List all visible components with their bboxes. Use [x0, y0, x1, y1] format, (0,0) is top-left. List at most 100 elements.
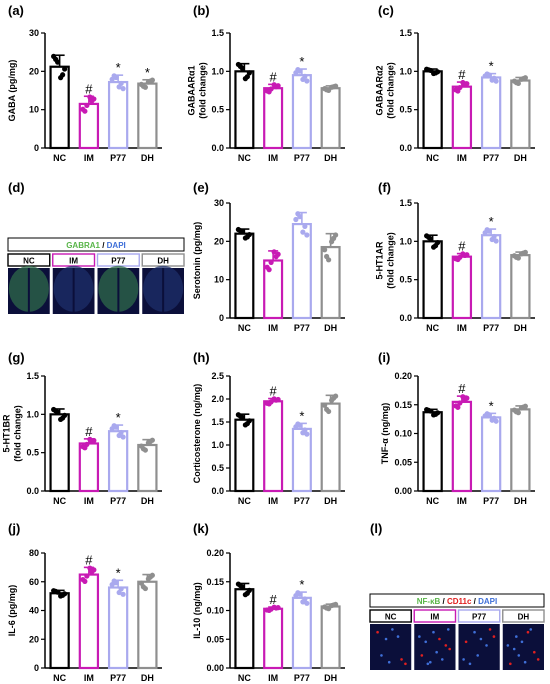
y-tick-label: 0.5 [399, 275, 412, 285]
data-point [91, 437, 97, 444]
data-point [58, 416, 64, 423]
x-tick-label: P77 [294, 496, 310, 506]
y-tick-label: 1.0 [26, 409, 39, 419]
x-tick-label: DH [324, 496, 337, 506]
micrograph-cell [391, 628, 394, 631]
bar-DH [320, 605, 341, 670]
y-tick-label: 0.20 [206, 548, 224, 558]
data-point [82, 578, 88, 584]
bar-NC [234, 232, 255, 320]
stain-legend-item: / [100, 241, 107, 250]
group-label: DH [157, 257, 169, 266]
data-point [140, 83, 146, 89]
data-point [111, 578, 117, 584]
chart-b: (b) 0.0 0.5 1.0 1.5 GABAARα1 (fold change) NC # I… [187, 3, 345, 163]
data-point [489, 417, 495, 423]
y-tick-label: 0.0 [26, 486, 39, 496]
micrograph-cell [468, 662, 472, 666]
data-point [237, 63, 243, 69]
group-label: P77 [472, 613, 487, 622]
bar-IM [451, 400, 473, 493]
micrograph-cell [400, 658, 403, 661]
y-axis-label: TNF-α (ng/mg) [380, 403, 390, 465]
data-point [145, 440, 151, 446]
data-point [493, 418, 499, 424]
micrograph-cell [387, 660, 391, 664]
significance-marker: * [145, 65, 150, 80]
data-point [271, 604, 277, 610]
data-point [266, 267, 272, 273]
group-label-box [457, 609, 501, 623]
group-label-box [369, 609, 412, 623]
data-point [62, 412, 68, 419]
chart-k: (k) 0.00 0.05 0.10 0.15 0.20 IL-10 (ng/mg) NC # I… [192, 521, 345, 683]
chart-f: (f) 0.0 0.5 1.0 1.5 5-HT1AR (fold change) NC # IM… [375, 180, 535, 333]
data-point [120, 86, 126, 92]
micrograph-cell [492, 635, 496, 638]
x-tick-label: NC [53, 496, 66, 506]
panel-label-f: (f) [378, 180, 391, 195]
significance-marker: * [116, 410, 121, 425]
y-tick-label: 80 [29, 548, 39, 558]
micrograph-cell [376, 630, 379, 634]
micrograph-cell [420, 654, 424, 657]
y-axis-label: Corticosterone (ng/mg) [192, 384, 202, 484]
stain-legend-item: GABRA1 [66, 241, 100, 250]
x-tick-label: IM [268, 323, 278, 333]
chart-i: (i) 0.00 0.05 0.10 0.15 0.20 TNF-α (ng/mg) NC # I… [378, 350, 535, 506]
stain-legend-item: DAPI [478, 597, 497, 606]
stain-legend-box [7, 237, 185, 252]
data-point [522, 75, 528, 81]
panel-label-g: (g) [8, 350, 25, 365]
significance-marker: # [270, 69, 278, 84]
stain-legend-item: CD11c [447, 597, 472, 606]
data-point [460, 394, 466, 400]
micrograph-cell [462, 658, 465, 661]
data-point [149, 77, 155, 83]
y-tick-label: 0.0 [211, 143, 224, 153]
y-tick-label: 0.5 [211, 463, 224, 473]
data-point [53, 588, 59, 594]
stain-legend-item: / [471, 597, 478, 606]
bar-P77 [291, 222, 312, 320]
data-point [333, 393, 339, 399]
bar-NC [234, 588, 255, 670]
micrograph-cell [473, 630, 476, 634]
x-tick-label: IM [84, 496, 94, 506]
data-point [87, 94, 93, 100]
y-tick-label: 0 [34, 143, 39, 153]
data-point [455, 256, 461, 263]
y-axis-label: IL-10 (ng/mg) [192, 582, 202, 639]
data-point [237, 582, 243, 589]
image-panel-l: (l) NF-κB / CD11c / DAPI NC IM P77 DH [369, 521, 545, 670]
x-tick-label: NC [426, 323, 439, 333]
data-point [457, 400, 463, 406]
x-tick-label: IM [457, 496, 467, 506]
significance-marker: * [489, 59, 494, 74]
y-axis-label: GABAARα2 [375, 65, 385, 115]
micrograph-cell [476, 654, 480, 657]
significance-marker: # [85, 81, 93, 96]
significance-marker: * [299, 408, 304, 423]
data-point [58, 593, 64, 599]
data-point [464, 81, 470, 87]
x-tick-label: P77 [483, 153, 499, 163]
data-point [324, 406, 330, 412]
group-label: DH [518, 613, 530, 622]
data-point [91, 567, 97, 573]
data-point [246, 70, 252, 76]
data-point [522, 249, 528, 255]
data-point [513, 254, 519, 260]
panel-label-b: (b) [193, 3, 210, 18]
data-point [82, 445, 88, 451]
micrograph-cell [384, 637, 388, 641]
stain-legend-item: NF-κB [417, 597, 441, 606]
micrograph [502, 624, 544, 670]
group-label-box [502, 609, 545, 623]
micrograph-cell [428, 660, 432, 664]
y-tick-label: 0.5 [399, 105, 412, 115]
x-tick-label: NC [238, 153, 251, 163]
x-tick-label: IM [457, 323, 467, 333]
data-point [333, 601, 339, 608]
